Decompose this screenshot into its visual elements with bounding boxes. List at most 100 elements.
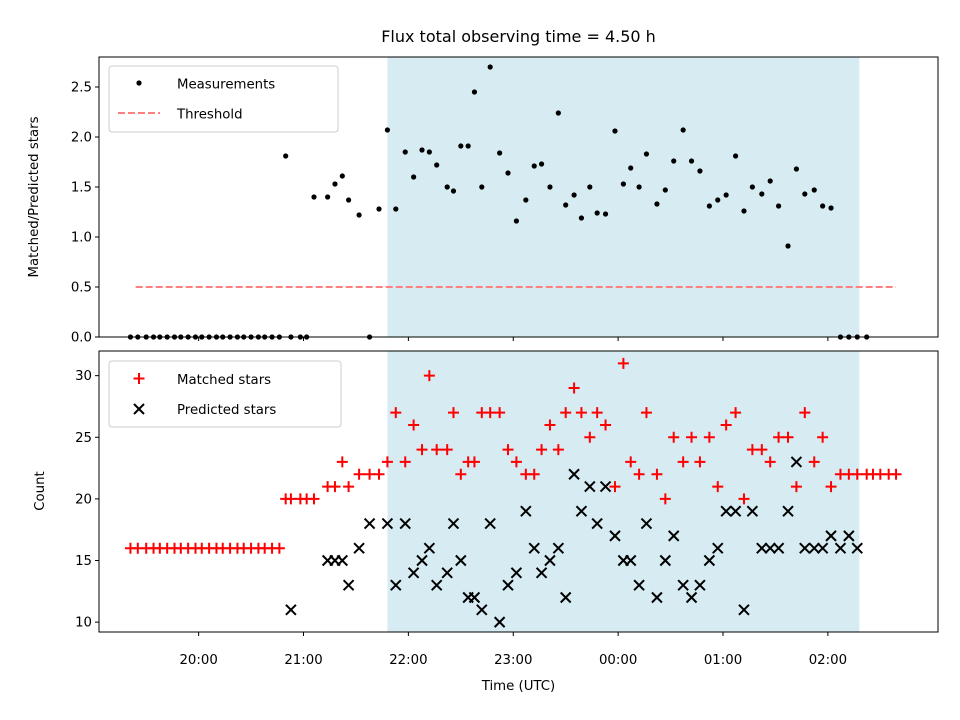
matched-star-point bbox=[423, 370, 435, 382]
y-tick-label: 1.5 bbox=[71, 181, 92, 196]
measurement-point bbox=[444, 184, 450, 190]
predicted-star-point bbox=[447, 517, 460, 530]
predicted-star-point bbox=[782, 505, 794, 517]
matched-star-point bbox=[329, 481, 341, 493]
measurement-point bbox=[671, 158, 677, 164]
predicted-star-point bbox=[772, 542, 785, 554]
matched-star-point bbox=[799, 407, 811, 419]
predicted-star-point bbox=[484, 517, 496, 530]
observing-window-band bbox=[387, 57, 860, 337]
predicted-star-point bbox=[468, 591, 481, 604]
predicted-star-point bbox=[493, 616, 506, 628]
top-panel-frame bbox=[98, 56, 939, 338]
matched-star-point bbox=[703, 431, 715, 443]
matched-star-point bbox=[738, 493, 750, 505]
measurement-point bbox=[654, 201, 660, 207]
y-tick-label: 25 bbox=[75, 431, 92, 446]
predicted-star-point bbox=[416, 554, 428, 567]
predicted-star-point bbox=[544, 554, 556, 567]
predicted-star-point bbox=[584, 480, 596, 493]
top-y-axis-label: Matched/Predicted stars bbox=[27, 116, 42, 277]
matched-star-point bbox=[730, 407, 742, 419]
measurement-point bbox=[283, 153, 289, 159]
measurement-point bbox=[411, 174, 417, 180]
predicted-star-point bbox=[703, 554, 716, 567]
measurement-point bbox=[628, 165, 634, 171]
matched-star-point bbox=[640, 407, 652, 419]
predicted-star-point bbox=[729, 505, 742, 517]
matched-star-point bbox=[408, 419, 420, 431]
matched-star-point bbox=[651, 468, 663, 480]
measurement-point bbox=[356, 212, 362, 218]
measurement-point bbox=[523, 197, 529, 203]
measurement-point bbox=[426, 149, 432, 155]
matched-star-point bbox=[441, 444, 453, 456]
matched-star-point bbox=[591, 407, 603, 419]
matched-star-point bbox=[659, 493, 671, 505]
measurement-point bbox=[723, 192, 729, 198]
measurement-point bbox=[785, 243, 791, 249]
y-tick-label: 0.0 bbox=[71, 331, 92, 346]
predicted-star-point bbox=[685, 591, 698, 604]
matched-star-point bbox=[273, 542, 285, 554]
matched-star-point bbox=[544, 419, 556, 431]
predicted-star-point bbox=[599, 480, 612, 493]
matched-star-point bbox=[353, 468, 365, 480]
measurement-point bbox=[793, 166, 800, 172]
predicted-star-point bbox=[677, 579, 689, 591]
measurement-point bbox=[662, 187, 668, 193]
matched-star-point bbox=[720, 419, 732, 431]
measurement-point bbox=[643, 151, 650, 157]
y-tick-label: 30 bbox=[75, 369, 92, 384]
legend-threshold-label: Threshold bbox=[176, 108, 243, 123]
measurement-point bbox=[741, 208, 747, 214]
matched-star-point bbox=[560, 407, 572, 419]
measurement-point bbox=[688, 158, 695, 164]
predicted-star-point bbox=[790, 456, 803, 468]
measurement-point bbox=[465, 143, 471, 149]
measurement-point bbox=[680, 127, 686, 133]
measurement-point bbox=[706, 203, 712, 209]
predicted-star-point bbox=[591, 517, 603, 530]
legend-measurements-marker bbox=[136, 80, 142, 86]
measurement-point bbox=[376, 206, 382, 212]
predicted-star-point bbox=[575, 505, 588, 517]
measurement-point bbox=[820, 203, 826, 209]
matched-star-point bbox=[617, 357, 629, 369]
predicted-star-point bbox=[825, 530, 837, 542]
predicted-star-point bbox=[746, 505, 759, 517]
bottom-panel-axes: 10 15 20 25 30 bbox=[75, 369, 829, 636]
legend-matched-label: Matched stars bbox=[177, 373, 271, 388]
matched-star-point bbox=[364, 468, 376, 480]
y-tick-label: 15 bbox=[75, 554, 92, 569]
bottom-legend: Matched stars Predicted stars bbox=[108, 360, 342, 428]
predicted-star-point bbox=[843, 530, 855, 542]
matched-star-point bbox=[817, 431, 829, 443]
x-tick-label: 00:00 bbox=[599, 653, 637, 668]
matched-star-point bbox=[890, 468, 902, 480]
y-tick-label: 20 bbox=[75, 492, 92, 507]
predicted-star-point bbox=[336, 554, 349, 567]
matched-star-point bbox=[568, 382, 580, 394]
matched-star-point bbox=[764, 456, 776, 468]
measurement-point bbox=[594, 210, 600, 216]
measurement-point bbox=[531, 163, 537, 169]
measurement-point bbox=[587, 184, 593, 190]
measurement-point bbox=[767, 178, 773, 184]
predicted-star-point bbox=[430, 579, 443, 591]
predicted-star-point bbox=[476, 604, 488, 616]
matched-star-point bbox=[746, 444, 758, 456]
measurement-point bbox=[402, 149, 408, 155]
measurement-point bbox=[538, 161, 545, 167]
measurement-point bbox=[325, 194, 331, 200]
predicted-star-point bbox=[694, 579, 706, 591]
predicted-star-point bbox=[407, 567, 420, 579]
matched-star-point bbox=[756, 444, 768, 456]
predicted-star-point bbox=[381, 517, 394, 530]
matched-star-point bbox=[447, 407, 459, 419]
y-tick-label: 10 bbox=[75, 616, 92, 631]
legend-matched-marker bbox=[133, 373, 145, 384]
matched-star-point bbox=[502, 444, 514, 456]
matched-star-point bbox=[528, 468, 540, 480]
predicted-star-point bbox=[520, 505, 532, 517]
